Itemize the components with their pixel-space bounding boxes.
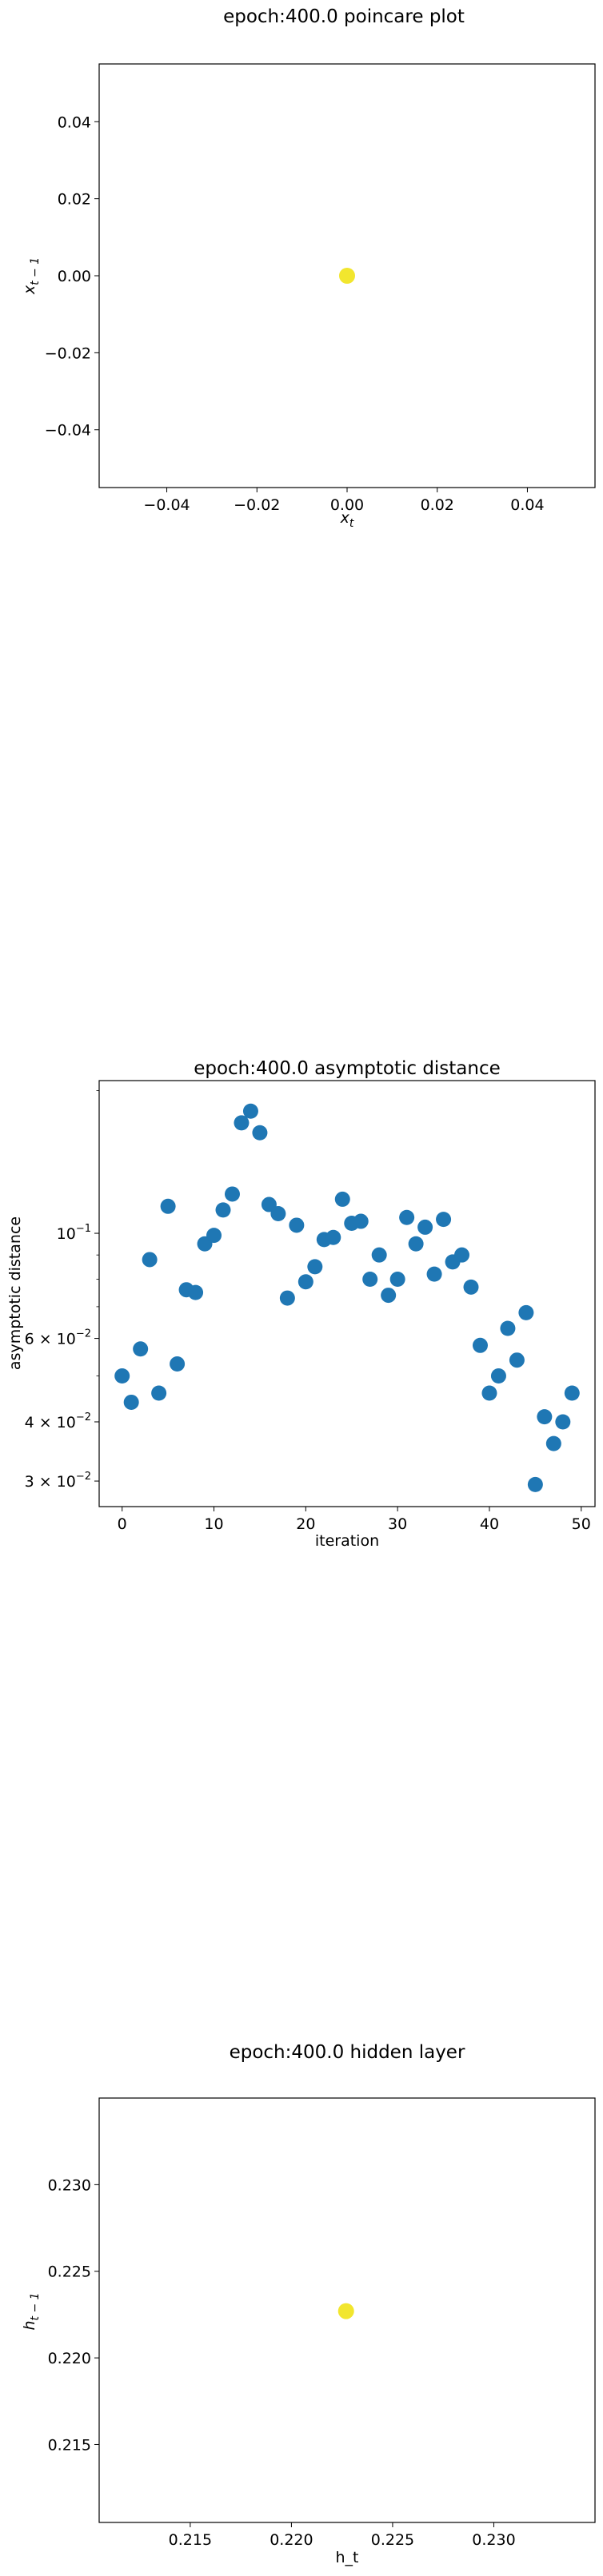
x-tick-label: −0.04 <box>143 496 190 514</box>
y-tick-label: 0.04 <box>58 113 91 131</box>
data-point <box>353 1213 369 1229</box>
x-tick-label: 0.225 <box>371 2531 414 2549</box>
x-axis-ticks: 0.215 0.220 0.225 0.230 <box>169 2522 516 2549</box>
hidden-layer-chart: epoch:400.0 hidden layer 0.215 0.220 0.225… <box>21 2042 596 2566</box>
x-axis-ticks: −0.04 −0.02 0.00 0.02 0.04 <box>143 488 545 514</box>
x-axis-label: xt <box>340 509 354 530</box>
data-point <box>472 1337 488 1353</box>
data-point <box>463 1279 479 1295</box>
y-axis-label: xt − 1 <box>21 257 42 295</box>
x-tick-label: 0.215 <box>169 2531 212 2549</box>
data-point <box>399 1209 415 1225</box>
x-tick-label: 40 <box>480 1515 499 1533</box>
y-tick-label: 0.02 <box>58 191 91 209</box>
data-point <box>518 1304 534 1320</box>
data-point <box>142 1252 158 1268</box>
data-point <box>334 1191 350 1207</box>
y-tick-label: 0.230 <box>48 2176 91 2194</box>
data-point <box>337 2303 354 2319</box>
chart-title: epoch:400.0 poincare plot <box>223 6 465 27</box>
data-point <box>234 1115 250 1131</box>
data-point <box>436 1212 452 1228</box>
y-axis-ticks: −0.04 −0.02 0.00 0.02 0.04 <box>45 113 99 440</box>
x-tick-label: 30 <box>388 1515 407 1533</box>
data-point <box>270 1206 286 1222</box>
data-points <box>114 1103 580 1492</box>
data-point <box>537 1409 553 1425</box>
y-axis-label: ht − 1 <box>21 2292 42 2330</box>
x-tick-label: 50 <box>572 1515 591 1533</box>
data-point <box>545 1435 561 1451</box>
plot-frame <box>98 1080 596 1507</box>
data-point <box>339 268 355 284</box>
data-point <box>527 1476 543 1492</box>
x-tick-label: 0.00 <box>330 496 364 514</box>
data-point <box>454 1247 470 1263</box>
data-point <box>289 1217 305 1233</box>
data-point <box>160 1198 176 1214</box>
data-point <box>279 1290 295 1306</box>
x-tick-label: 0.04 <box>510 496 544 514</box>
data-point <box>362 1272 378 1288</box>
x-tick-label: 10 <box>204 1515 223 1533</box>
y-tick-label: 0.220 <box>48 2350 91 2367</box>
x-tick-label: 0 <box>118 1515 127 1533</box>
y-tick-label: −0.04 <box>45 422 91 440</box>
data-point <box>307 1259 323 1275</box>
x-axis-label: h_t <box>336 2549 359 2566</box>
y-tick-label: −0.02 <box>45 344 91 362</box>
data-point <box>114 1368 130 1384</box>
data-points <box>339 268 355 284</box>
data-point <box>381 1288 397 1304</box>
data-points <box>337 2303 354 2319</box>
data-point <box>325 1229 341 1245</box>
data-point <box>298 1274 313 1290</box>
x-tick-label: 0.230 <box>472 2531 515 2549</box>
poincare-plot-chart: epoch:400.0 poincare plot −0.04 −0.02 0.00… <box>21 6 596 530</box>
data-point <box>481 1385 497 1401</box>
data-point <box>151 1385 167 1401</box>
y-axis-label: asymptotic distance <box>6 1216 24 1370</box>
data-point <box>417 1219 433 1235</box>
y-tick-label: 0.225 <box>48 2263 91 2281</box>
y-tick-label: 4 × 10−2 <box>25 1411 91 1431</box>
y-tick-label: 0.215 <box>48 2436 91 2454</box>
data-point <box>490 1368 506 1384</box>
y-axis-ticks: 0.215 0.220 0.225 0.230 <box>48 2176 99 2454</box>
y-tick-label: 10−1 <box>57 1223 91 1243</box>
x-tick-label: 20 <box>296 1515 315 1533</box>
data-point <box>242 1103 258 1119</box>
data-point <box>188 1284 204 1300</box>
y-axis-ticks: 3 × 10−2 4 × 10−2 6 × 10−2 10−1 <box>25 1090 99 1491</box>
data-point <box>224 1186 240 1202</box>
data-point <box>123 1394 139 1410</box>
data-point <box>426 1266 442 1282</box>
chart-title: epoch:400.0 asymptotic distance <box>194 1058 501 1079</box>
x-tick-label: −0.02 <box>234 496 280 514</box>
data-point <box>170 1356 186 1372</box>
chart-title: epoch:400.0 hidden layer <box>230 2042 465 2063</box>
data-point <box>408 1236 424 1252</box>
data-point <box>252 1125 268 1141</box>
data-point <box>206 1228 222 1244</box>
y-tick-label: 6 × 10−2 <box>25 1328 91 1348</box>
asymptotic-distance-chart: epoch:400.0 asymptotic distance 0 10 20 30 4… <box>6 1058 596 1550</box>
data-point <box>133 1341 149 1357</box>
data-point <box>555 1414 571 1430</box>
y-tick-label: 3 × 10−2 <box>25 1471 91 1491</box>
data-point <box>371 1247 387 1263</box>
data-point <box>564 1385 580 1401</box>
x-tick-label: 0.220 <box>270 2531 313 2549</box>
data-point <box>500 1320 516 1336</box>
x-tick-label: 0.02 <box>421 496 454 514</box>
x-axis-ticks: 0 10 20 30 40 50 <box>118 1507 591 1533</box>
data-point <box>509 1352 525 1368</box>
plot-frame <box>98 2097 596 2523</box>
y-tick-label: 0.00 <box>58 268 91 285</box>
data-point <box>215 1202 231 1218</box>
x-axis-label: iteration <box>315 1532 379 1550</box>
data-point <box>389 1272 405 1288</box>
